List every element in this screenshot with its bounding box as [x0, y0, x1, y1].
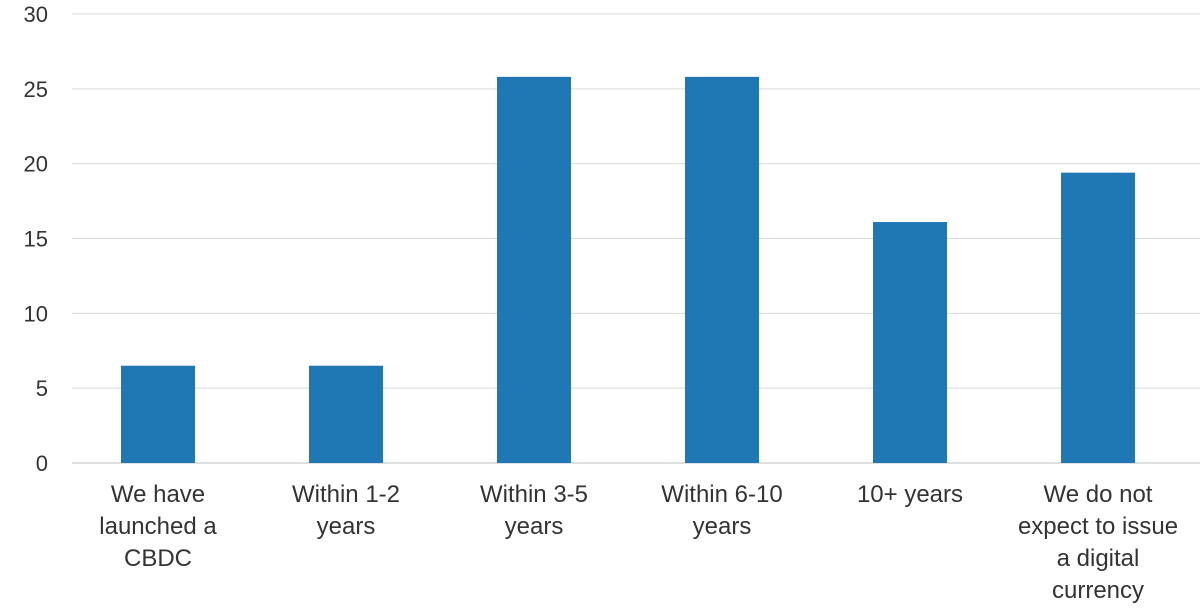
bar	[309, 365, 383, 463]
y-axis-tick-labels: 0 5 10 15 20 25 30	[24, 2, 48, 476]
x-tick-label-line: We do not	[1044, 481, 1153, 508]
x-tick-label-line: years	[505, 513, 564, 540]
x-tick-label: Within 1-2 years	[292, 481, 400, 540]
bar	[121, 365, 195, 463]
x-tick-label-line: years	[317, 513, 376, 540]
y-tick-label: 15	[24, 227, 48, 252]
y-tick-label: 25	[24, 77, 48, 102]
x-tick-label-line: Within 1-2	[292, 481, 400, 508]
x-tick-label: We have launched a CBDC	[99, 481, 217, 572]
x-tick-label: Within 6-10 years	[661, 481, 782, 540]
x-tick-label-line: launched a	[99, 513, 217, 540]
bar	[1061, 172, 1135, 463]
bar	[873, 222, 947, 463]
x-tick-label-line: 10+ years	[857, 481, 963, 508]
x-tick-label-line: years	[693, 513, 752, 540]
x-tick-label-line: CBDC	[124, 545, 192, 572]
x-tick-label-line: expect to issue	[1018, 513, 1178, 540]
x-tick-label-line: Within 3-5	[480, 481, 588, 508]
bars	[121, 76, 1135, 464]
x-tick-label-line: Within 6-10	[661, 481, 782, 508]
x-tick-label-line: a digital	[1057, 545, 1140, 572]
y-tick-label: 20	[24, 152, 48, 177]
gridlines	[72, 13, 1200, 464]
x-tick-label: Within 3-5 years	[480, 481, 588, 540]
x-tick-label: We do not expect to issue a digital currenc…	[1018, 481, 1178, 604]
y-tick-label: 5	[36, 376, 48, 401]
x-tick-label: 10+ years	[857, 481, 963, 508]
y-tick-label: 0	[36, 451, 48, 476]
x-tick-label-line: We have	[111, 481, 205, 508]
x-tick-label-line: currency	[1052, 577, 1144, 604]
y-tick-label: 10	[24, 301, 48, 326]
y-tick-label: 30	[24, 2, 48, 27]
bar	[497, 76, 571, 464]
bar	[685, 76, 759, 464]
